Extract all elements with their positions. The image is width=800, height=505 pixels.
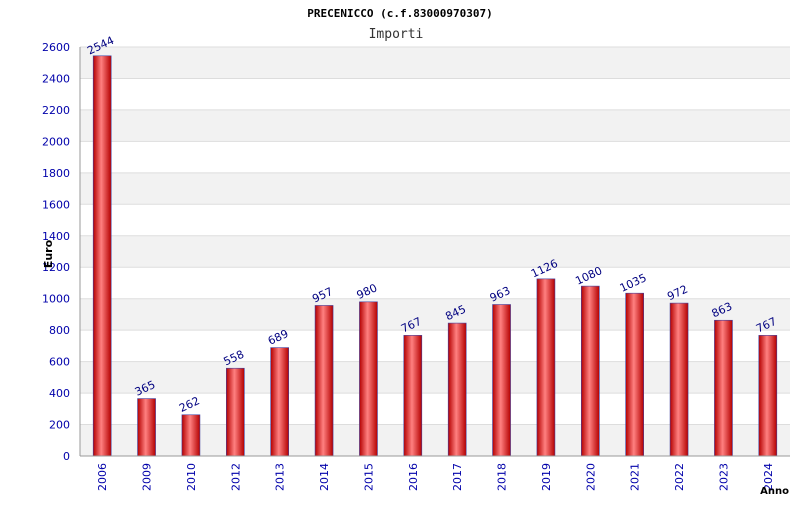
x-tick-label: 2013 <box>274 463 287 491</box>
y-tick-label: 1800 <box>42 167 70 180</box>
bar <box>92 55 112 457</box>
bar <box>447 322 467 457</box>
bar <box>758 335 778 457</box>
bar <box>270 347 289 457</box>
chart-title: PRECENICCO (c.f.83000970307) <box>307 7 492 20</box>
y-tick-label: 200 <box>49 419 70 432</box>
grid-band <box>80 47 790 79</box>
grid-band <box>80 141 790 173</box>
x-tick-label: 2009 <box>141 463 154 491</box>
bar <box>536 278 556 457</box>
grid-band <box>80 235 790 268</box>
chart-subtitle: Importi <box>369 27 424 42</box>
x-tick-label: 2022 <box>673 463 686 491</box>
bars <box>92 55 778 457</box>
x-tick-label: 2018 <box>496 463 509 491</box>
y-tick-label: 2200 <box>42 104 70 117</box>
x-tick-label: 2021 <box>629 463 642 491</box>
x-tick-label: 2015 <box>362 463 375 491</box>
grid-band <box>80 78 790 110</box>
y-tick-label: 2000 <box>42 135 70 148</box>
bar <box>226 367 245 457</box>
y-tick-label: 1600 <box>42 198 70 211</box>
x-tick-label: 2006 <box>96 463 109 491</box>
y-tick-label: 1000 <box>42 293 70 306</box>
grid-band <box>80 172 790 205</box>
x-tick-label: 2017 <box>451 463 464 491</box>
x-tick-label: 2020 <box>584 463 597 491</box>
grid-band <box>80 204 790 236</box>
x-tick-label: 2014 <box>318 463 331 491</box>
x-tick-label: 2019 <box>540 463 553 491</box>
y-tick-label: 2600 <box>42 41 70 54</box>
x-tick-label: 2016 <box>407 463 420 491</box>
x-tick-label: 2023 <box>717 463 730 491</box>
bar <box>714 319 733 457</box>
y-tick-label: 400 <box>49 387 70 400</box>
bar <box>581 285 600 457</box>
grid-band <box>80 267 790 299</box>
y-tick-label: 1200 <box>42 261 70 274</box>
bar <box>359 301 378 457</box>
x-tick-label: 2012 <box>229 463 242 491</box>
y-axis-label: Euro <box>42 239 55 268</box>
x-axis-label: Anno <box>760 486 789 497</box>
bar <box>492 304 511 457</box>
bar <box>403 335 423 457</box>
bar <box>625 292 644 457</box>
x-tick-labels: 2006 2009 2010 2012 2013 2014 2015 2016 2017 2018… <box>96 463 775 491</box>
grid-band <box>80 109 790 142</box>
bar <box>314 305 334 457</box>
y-tick-labels: 0 200 400 600 800 1000 1200 1400 1600 1800 2000 220… <box>42 41 70 463</box>
y-tick-label: 800 <box>49 324 70 337</box>
y-tick-label: 2400 <box>42 72 70 85</box>
y-tick-label: 600 <box>49 356 70 369</box>
x-tick-label: 2024 <box>762 463 775 491</box>
bar <box>137 398 156 457</box>
bar <box>669 302 689 457</box>
axes <box>79 47 790 457</box>
y-tick-label: 0 <box>63 450 70 463</box>
bar <box>181 414 201 457</box>
x-tick-label: 2010 <box>185 463 198 491</box>
y-tick-label: 1400 <box>42 230 70 243</box>
